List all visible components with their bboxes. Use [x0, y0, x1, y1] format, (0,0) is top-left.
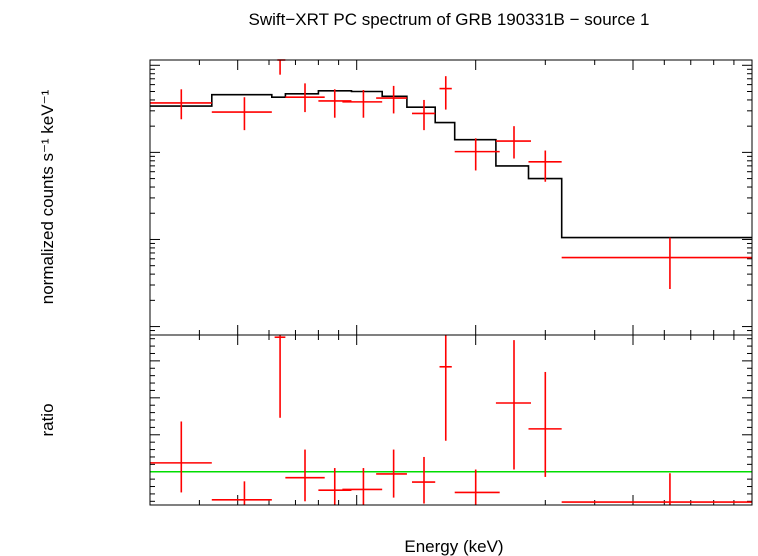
spectrum-data-point [150, 89, 212, 120]
spectrum-panel [149, 59, 753, 336]
ratio-data-point [376, 449, 407, 498]
ratio-data-point [528, 371, 562, 477]
spectrum-data-point [277, 59, 286, 75]
spectrum-data-point [495, 126, 531, 159]
spectrum-data-point [318, 89, 352, 118]
spectrum-data-point [411, 99, 436, 131]
model-step-line [150, 90, 752, 239]
ratio-data-point [342, 468, 383, 505]
ratio-panel [149, 334, 753, 506]
spectrum-data-point [439, 76, 452, 110]
spectrum-data-point [561, 237, 752, 289]
spectrum-data-point [342, 90, 383, 118]
x-axis-label: Energy (keV) [404, 537, 503, 556]
spectrum-data-point [285, 83, 325, 113]
ratio-data-point [561, 473, 752, 505]
spectrum-data-point [454, 138, 500, 171]
spectrum-data-point [211, 97, 272, 131]
bottom-y-axis-label: ratio [38, 403, 57, 436]
ratio-data-point [454, 469, 500, 505]
ratio-data-point [285, 449, 325, 502]
chart-title: Swift−XRT PC spectrum of GRB 190331B − s… [249, 10, 650, 29]
ratio-data-point [150, 421, 212, 493]
top-y-axis-label: normalized counts s⁻¹ keV⁻¹ [38, 89, 57, 304]
spectrum-data-point [528, 150, 562, 182]
ratio-data-point [318, 468, 352, 505]
spectrum-data-point [376, 85, 407, 114]
ratio-data-point [411, 456, 436, 504]
ratio-frame [149, 334, 753, 506]
ratio-data-point [211, 481, 272, 505]
ratio-data-point [495, 340, 531, 470]
spectrum-frame [149, 59, 753, 336]
ratio-data-point [439, 335, 452, 441]
ratio-data-point [274, 335, 286, 418]
